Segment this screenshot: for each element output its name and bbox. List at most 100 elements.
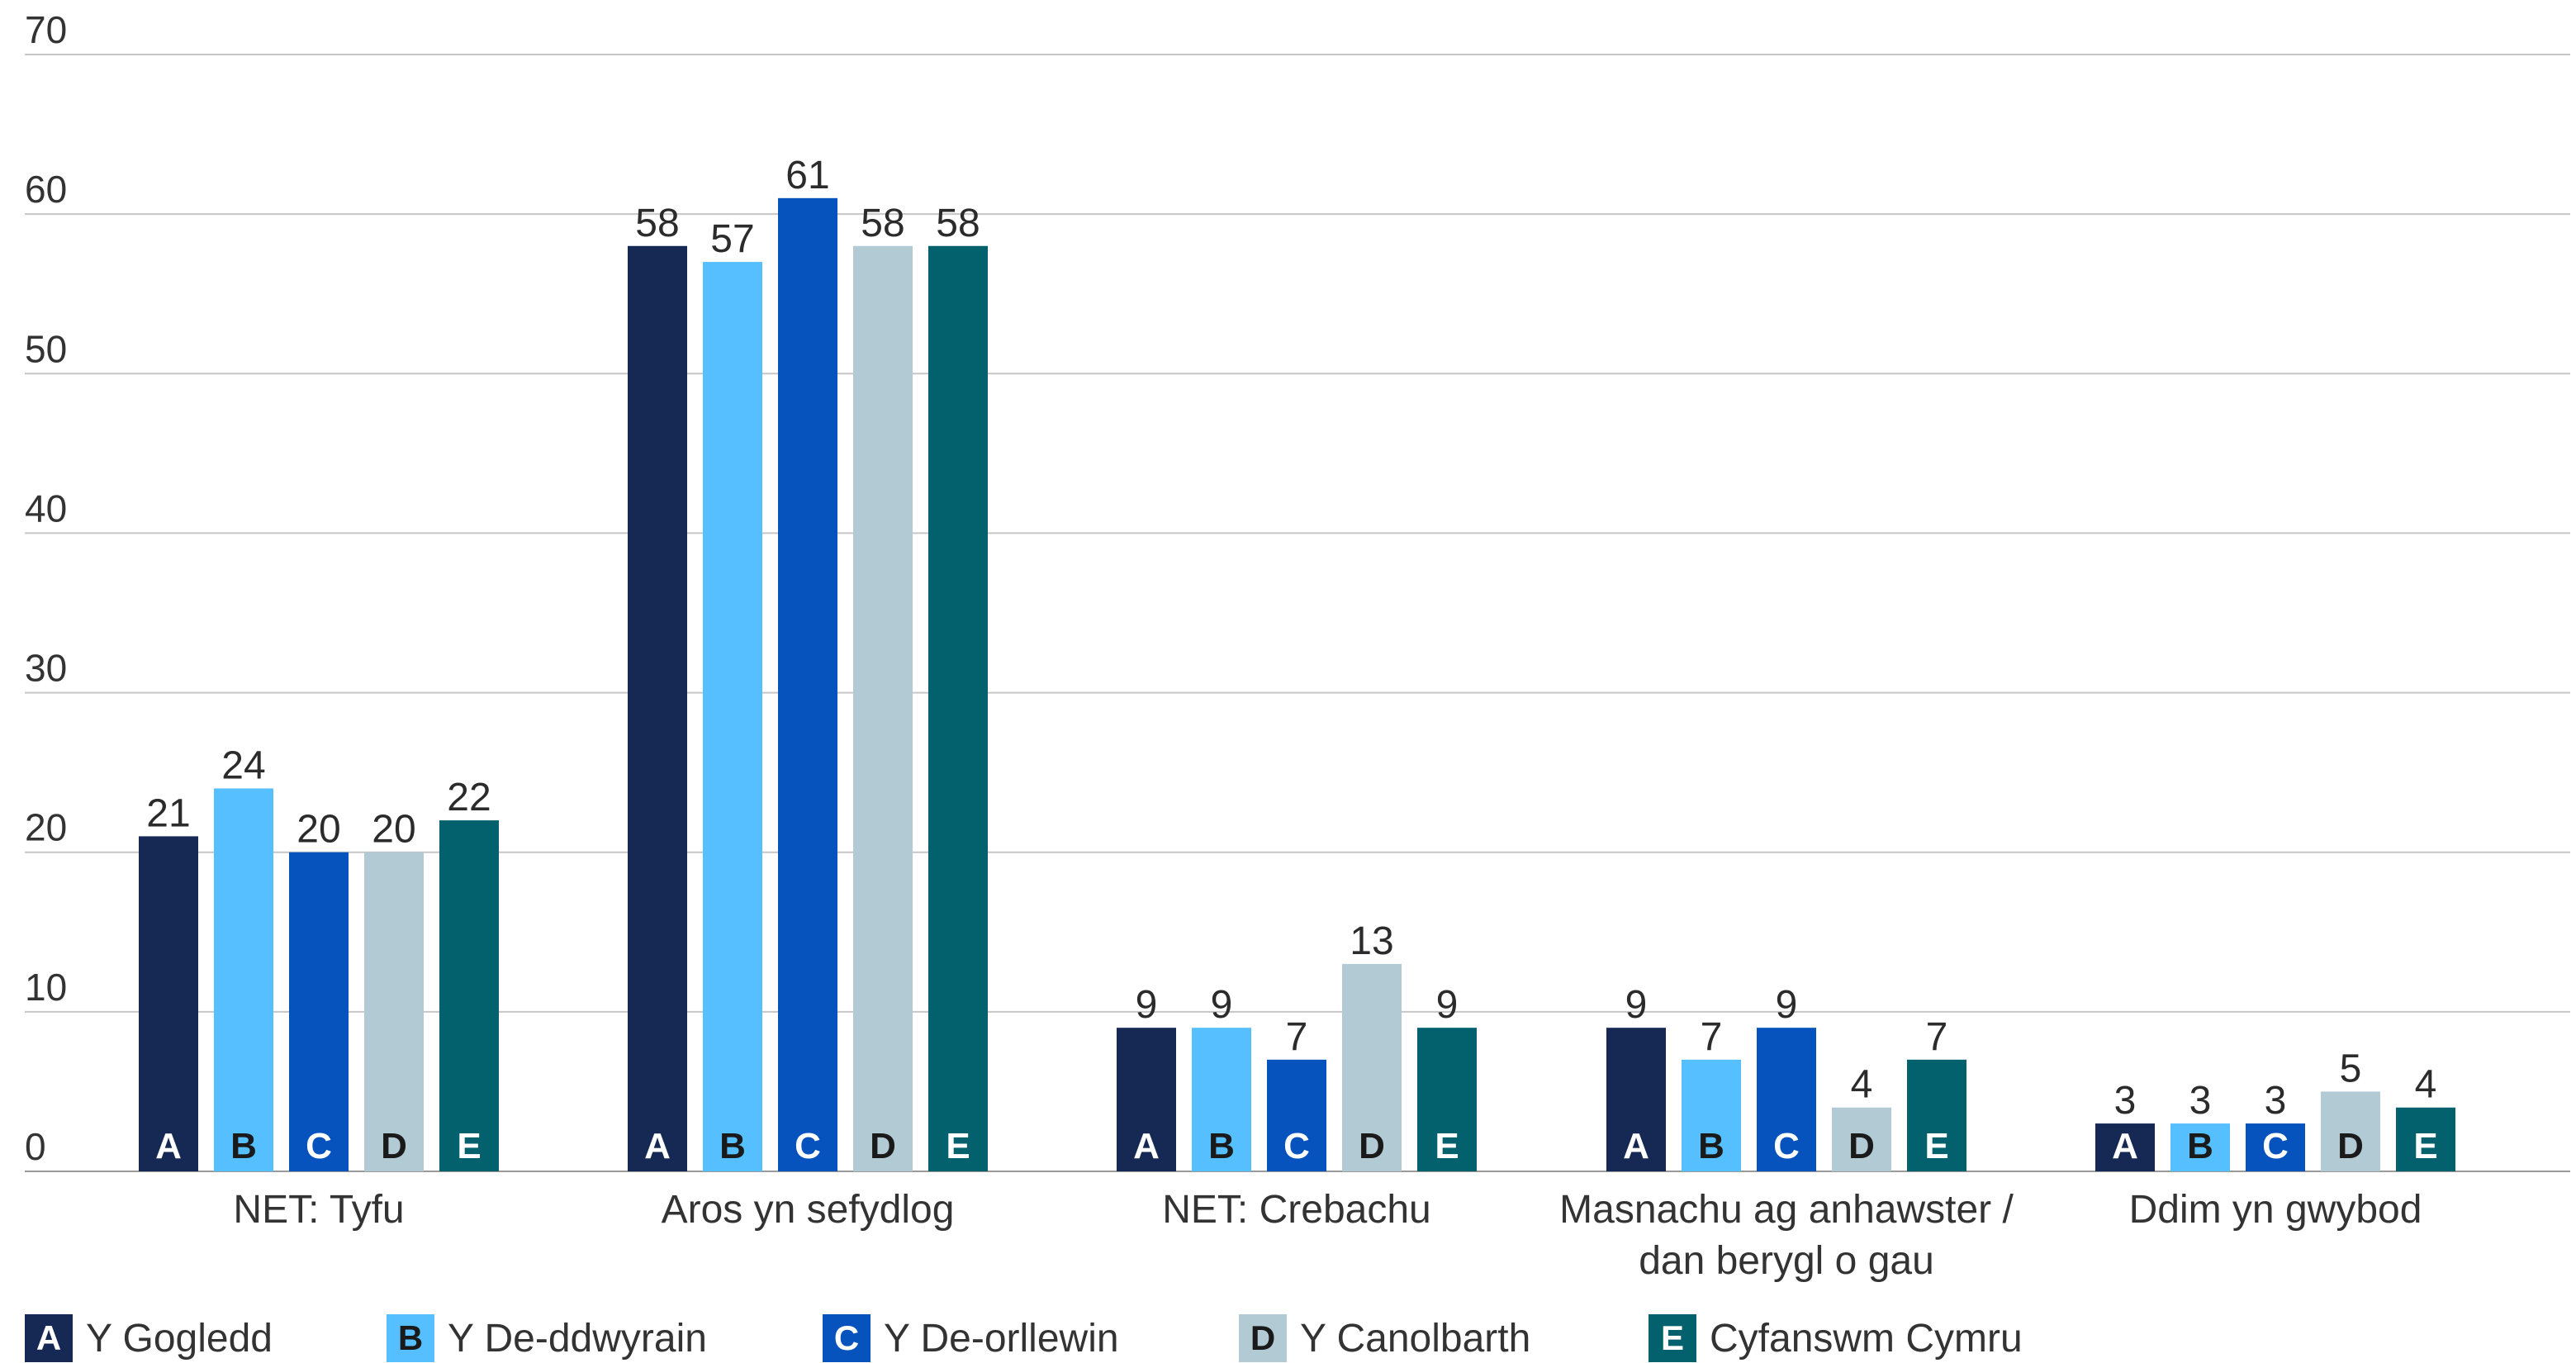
bar [364, 852, 424, 1171]
bar [1117, 1028, 1176, 1171]
data-label: 3 [2114, 1079, 2137, 1123]
x-tick-label: Ddim yn gwybod [2129, 1188, 2422, 1232]
legend-label: Y De-orllewin [884, 1316, 1119, 1361]
data-label: 7 [1286, 1015, 1308, 1059]
y-tick-label: 40 [25, 487, 67, 530]
data-label: 3 [2189, 1079, 2212, 1123]
data-label: 57 [710, 217, 754, 261]
bar [2246, 1123, 2305, 1171]
bar [2396, 1107, 2455, 1171]
bar [439, 820, 499, 1171]
x-tick-label: NET: Crebachu [1162, 1188, 1430, 1232]
bar-series-letter: D [1359, 1126, 1385, 1166]
bar [1606, 1028, 1666, 1171]
data-label: 20 [297, 808, 340, 852]
bar-series-letter: A [1133, 1126, 1160, 1166]
bar-series-letter: E [1435, 1126, 1459, 1166]
data-label: 58 [635, 202, 679, 245]
bar-series-letter: C [2262, 1126, 2289, 1166]
data-label: 4 [2415, 1063, 2437, 1107]
y-tick-label: 60 [25, 168, 67, 211]
legend: A Y Gogledd B Y De-ddwyrain C Y De-orllewin D Y… [25, 1313, 2552, 1363]
data-label: 3 [2265, 1079, 2287, 1123]
data-label: 9 [1436, 983, 1459, 1027]
legend-item: C Y De-orllewin [823, 1313, 1119, 1363]
bar-series-letter: D [1848, 1126, 1875, 1166]
bar-series-letter: D [381, 1126, 407, 1166]
data-label: 13 [1350, 919, 1393, 963]
x-tick-label: dan berygl o gau [1639, 1239, 1934, 1283]
data-label: 58 [861, 202, 904, 245]
data-label: 20 [372, 808, 415, 852]
legend-label: Cyfanswm Cymru [1710, 1316, 2023, 1361]
data-label: 9 [1136, 983, 1158, 1027]
bar [703, 262, 762, 1172]
y-tick-label: 0 [25, 1125, 46, 1168]
bar [1757, 1028, 1816, 1171]
bar-series-letter: D [870, 1126, 896, 1166]
legend-swatch: B [387, 1314, 434, 1362]
x-tick-label: NET: Tyfu [233, 1188, 404, 1232]
bar-series-letter: A [1623, 1126, 1649, 1166]
legend-swatch: C [823, 1314, 871, 1362]
bar [928, 245, 988, 1171]
y-tick-label: 50 [25, 327, 67, 370]
bar [778, 197, 837, 1171]
bars: A21B24C20D20E22A58B57C61D58E58A9B9C7D13E… [139, 154, 2455, 1172]
bar [628, 245, 687, 1171]
bar-series-letter: C [1773, 1126, 1800, 1166]
bar-series-letter: E [2413, 1126, 2437, 1166]
y-tick-label: 70 [25, 8, 67, 51]
data-label: 61 [785, 154, 829, 197]
data-label: 7 [1926, 1015, 1948, 1059]
legend-swatch: E [1649, 1314, 1696, 1362]
bar [2321, 1091, 2380, 1171]
bar-series-letter: B [719, 1126, 746, 1166]
bar-series-letter: A [155, 1126, 182, 1166]
data-label: 5 [2340, 1047, 2362, 1090]
y-tick-label: 10 [25, 966, 67, 1009]
data-label: 7 [1701, 1015, 1723, 1059]
bar [2095, 1123, 2155, 1171]
legend-item: B Y De-ddwyrain [387, 1313, 707, 1363]
bar-series-letter: C [306, 1126, 332, 1166]
category-labels: NET: Tyfu Aros yn sefydlog NET: Crebachu Ma… [233, 1188, 2422, 1283]
y-tick-label: 20 [25, 806, 67, 849]
bar [1907, 1059, 1966, 1171]
legend-label: Y Canolbarth [1300, 1316, 1531, 1361]
bar-series-letter: E [1924, 1126, 1948, 1166]
bar [289, 852, 349, 1171]
bar-series-letter: A [2112, 1126, 2138, 1166]
bar-series-letter: E [946, 1126, 970, 1166]
data-label: 9 [1211, 983, 1233, 1027]
legend-item: D Y Canolbarth [1239, 1313, 1530, 1363]
bar [853, 245, 913, 1171]
legend-swatch: A [25, 1314, 73, 1362]
bar-series-letter: B [230, 1126, 257, 1166]
data-label: 4 [1851, 1063, 1873, 1107]
x-tick-label: Masnachu ag anhawster / [1559, 1188, 2014, 1232]
legend-label: Y De-ddwyrain [448, 1316, 707, 1361]
bar [1267, 1059, 1326, 1171]
bar-series-letter: E [457, 1126, 481, 1166]
bar [139, 836, 198, 1171]
y-tick-label: 30 [25, 647, 67, 690]
bar [1192, 1028, 1251, 1171]
data-label: 9 [1625, 983, 1648, 1027]
bar [1417, 1028, 1477, 1171]
x-tick-label: Aros yn sefydlog [662, 1188, 955, 1232]
bar-series-letter: B [1698, 1126, 1724, 1166]
legend-swatch: D [1239, 1314, 1287, 1362]
data-label: 9 [1776, 983, 1798, 1027]
bar-series-letter: D [2337, 1126, 2364, 1166]
legend-label: Y Gogledd [86, 1316, 273, 1361]
bar-series-letter: A [644, 1126, 671, 1166]
bar [2170, 1123, 2230, 1171]
bar-series-letter: B [1208, 1126, 1235, 1166]
bar-series-letter: C [1283, 1126, 1310, 1166]
bar-series-letter: B [2187, 1126, 2213, 1166]
y-axis-ticks: 0 10 20 30 40 50 60 70 [25, 8, 67, 1168]
data-label: 24 [221, 743, 265, 787]
